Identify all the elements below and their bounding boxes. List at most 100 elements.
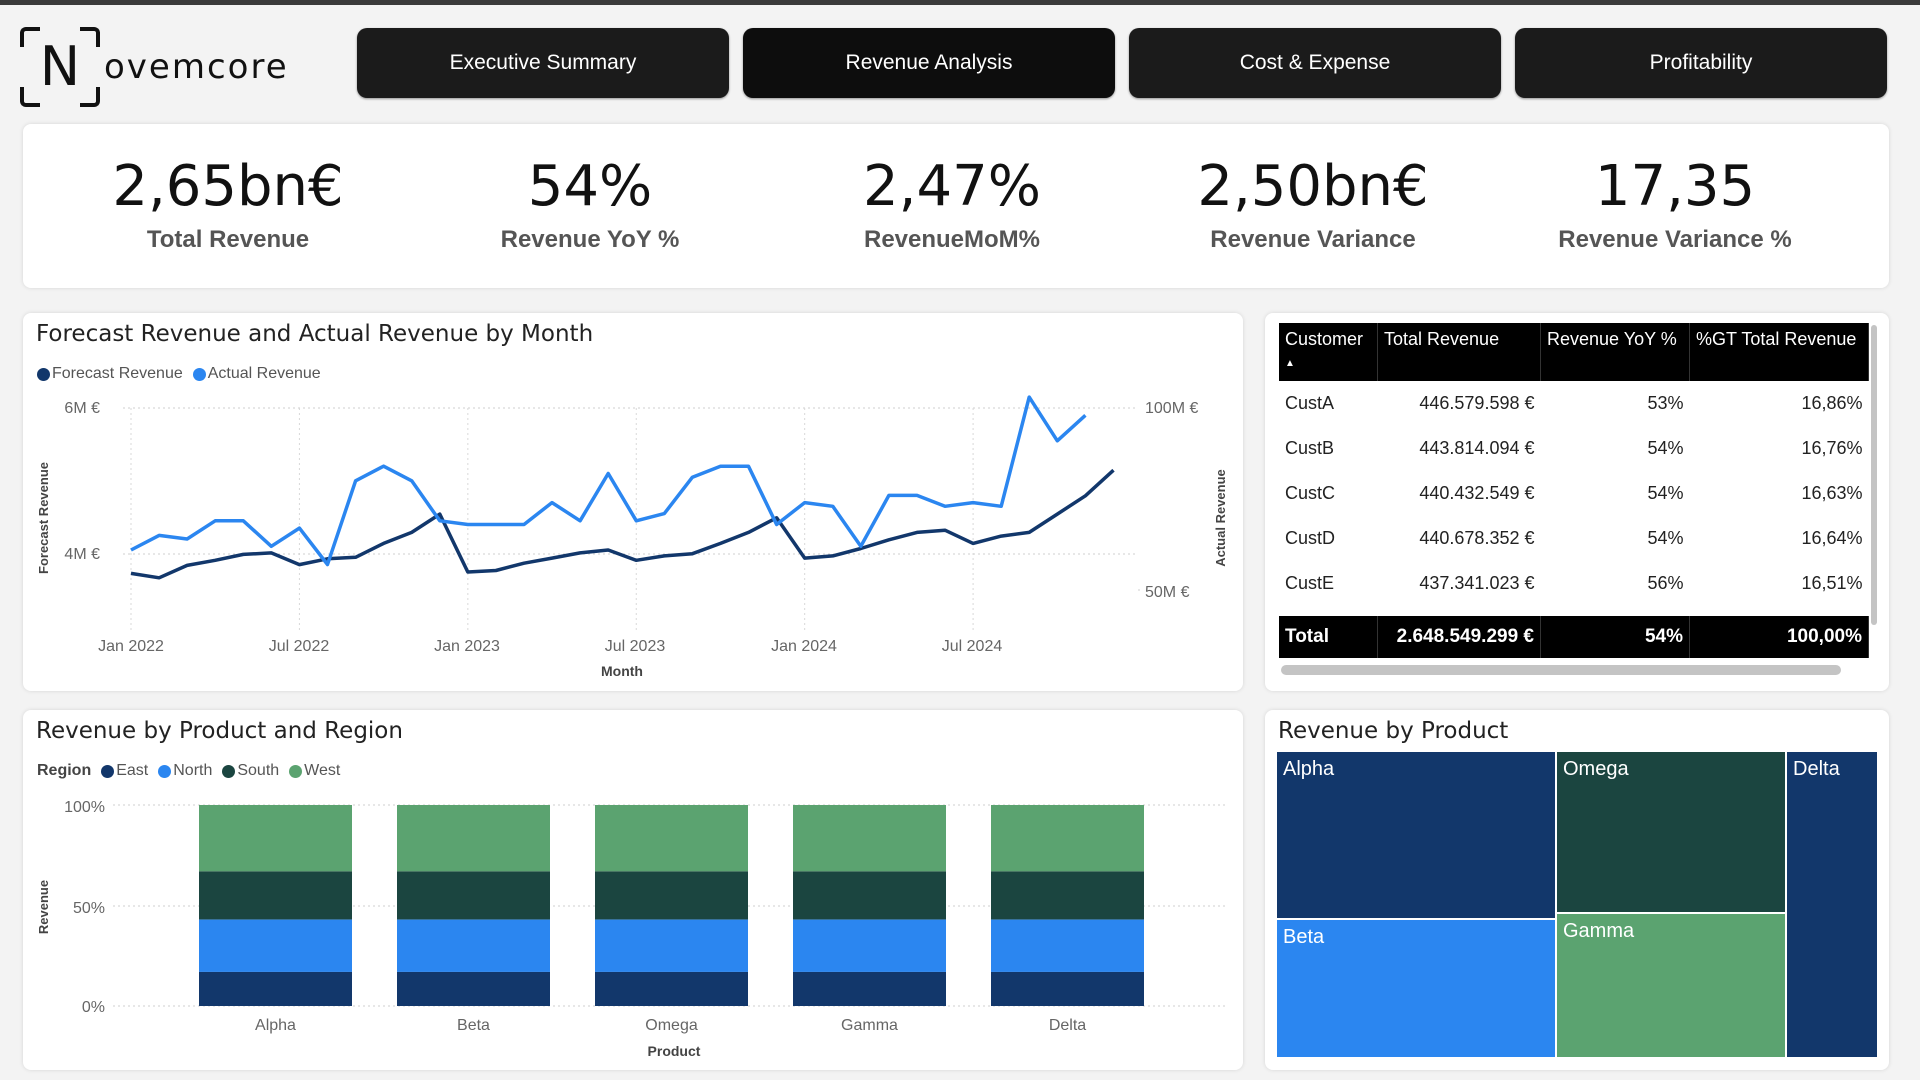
x-tick: Jan 2022 [98,638,164,655]
kpi-label: RevenueMoM% [863,226,1041,253]
nav-profitability-button[interactable]: Profitability [1515,28,1887,98]
legend-item-south[interactable]: South [222,762,279,780]
bar-chart-title: Revenue by Product and Region [36,718,403,744]
bar-segment-beta-east[interactable] [397,971,550,1006]
bar-chart-plot[interactable]: 100% 50% 0% Revenue Product Alpha Beta Ome… [23,710,1243,1070]
legend-dot-actual [192,367,206,381]
bar-segment-alpha-north[interactable] [199,919,352,972]
cell-customer: CustD [1285,528,1336,548]
kpi-value: 2,65bn€ [112,154,344,219]
header-revenue-yoy[interactable]: Revenue YoY % [1540,323,1690,381]
bar-segment-alpha-east[interactable] [199,971,352,1006]
x-tick: Jul 2022 [269,638,330,655]
kpi-value: 54% [527,154,653,219]
customer-table-card: Customer ▲ Total Revenue Revenue YoY % %G… [1265,313,1889,691]
legend-label: West [304,762,341,779]
y-left-tick: 6M € [64,400,100,417]
bar-segment-delta-north[interactable] [991,919,1144,972]
table-total-row: Total 2.648.549.299 € 54% 100,00% [1279,616,1869,658]
logo-mark-letter: N [39,35,81,98]
total-label: Total [1279,616,1378,658]
bar-segment-delta-east[interactable] [991,971,1144,1006]
cell-revenue-yoy: 53% [1647,393,1684,413]
legend-item-forecast[interactable]: Forecast Revenue [37,365,183,383]
legend-item-actual[interactable]: Actual Revenue [192,365,321,383]
bar-segment-beta-north[interactable] [397,919,550,972]
bar-segment-omega-north[interactable] [595,919,748,972]
x-tick-omega: Omega [645,1017,698,1034]
bar-chart-legend: Region East North South West [37,762,346,780]
cell-customer: CustC [1285,483,1336,503]
legend-item-north[interactable]: North [158,762,212,780]
bar-segment-alpha-west[interactable] [199,805,352,872]
bar-segment-beta-west[interactable] [397,805,550,872]
y-right-axis-label: Actual Revenue [1213,469,1228,567]
table-row[interactable]: CustE 437.341.023 € 56% 16,51% [1279,561,1869,606]
header-customer[interactable]: Customer ▲ [1279,323,1378,381]
x-tick: Jan 2024 [771,638,837,655]
bar-segment-omega-west[interactable] [595,805,748,872]
treemap-tile-gamma[interactable]: Gamma [1556,913,1786,1058]
cell-customer: CustE [1285,573,1335,593]
x-tick: Jul 2023 [605,638,666,655]
table-row[interactable]: CustC 440.432.549 € 54% 16,63% [1279,471,1869,516]
kpi-label: Revenue YoY % [500,226,680,253]
treemap-tile-alpha[interactable]: Alpha [1276,751,1556,919]
bar-segment-delta-south[interactable] [991,871,1144,920]
treemap-tile-beta[interactable]: Beta [1276,919,1556,1058]
cell-customer: CustA [1285,393,1335,413]
top-border [0,0,1920,5]
nav-cost-expense-button[interactable]: Cost & Expense [1129,28,1501,98]
customer-revenue-table: Customer ▲ Total Revenue Revenue YoY % %G… [1279,323,1869,658]
table-vertical-scrollbar[interactable] [1871,325,1877,625]
cell-gt-total-revenue: 16,63% [1801,483,1863,503]
bar-segment-beta-south[interactable] [397,871,550,920]
bar-segment-gamma-north[interactable] [793,919,946,972]
treemap-label: Alpha [1283,758,1335,780]
novemcore-logo: N ovemcore [20,24,289,110]
total-revenue-yoy: 54% [1540,616,1690,658]
bar-segment-omega-east[interactable] [595,971,748,1006]
kpi-value: 17,35 [1594,154,1756,219]
bar-segment-gamma-east[interactable] [793,971,946,1006]
cell-revenue-yoy: 54% [1647,528,1684,548]
actual-revenue-line[interactable] [130,395,1087,567]
bar-segment-gamma-south[interactable] [793,871,946,920]
header-label: Customer [1285,329,1364,349]
bar-segment-alpha-south[interactable] [199,871,352,920]
cell-gt-total-revenue: 16,64% [1801,528,1863,548]
legend-item-west[interactable]: West [289,762,340,780]
kpi-revenue-mom: 2,47% RevenueMoM% [802,152,1102,254]
header-total-revenue[interactable]: Total Revenue [1377,323,1541,381]
line-chart-plot[interactable]: 6M € 4M € 100M € 50M € Jan 2022 Jul 2022… [23,313,1243,691]
table-row[interactable]: CustA 446.579.598 € 53% 16,86% [1279,381,1869,426]
bar-segment-gamma-west[interactable] [793,805,946,872]
x-axis-label: Month [601,663,643,679]
forecast-revenue-line[interactable] [130,468,1115,580]
x-tick-gamma: Gamma [841,1017,898,1034]
cell-total-revenue: 443.814.094 € [1419,438,1535,458]
table-row[interactable]: CustD 440.678.352 € 54% 16,64% [1279,516,1869,561]
table-horizontal-scrollbar[interactable] [1281,665,1841,675]
legend-label: Forecast Revenue [52,365,183,382]
line-chart-legend: Forecast Revenue Actual Revenue [37,365,327,383]
treemap-tile-delta[interactable]: Delta [1786,751,1878,1058]
cell-total-revenue: 440.678.352 € [1419,528,1535,548]
y-left-axis-label: Forecast Revenue [36,462,51,574]
treemap-tile-omega[interactable]: Omega [1556,751,1786,913]
cell-revenue-yoy: 56% [1647,573,1684,593]
line-chart-gridlines [123,407,1143,631]
bar-segment-omega-south[interactable] [595,871,748,920]
nav-executive-summary-button[interactable]: Executive Summary [357,28,729,98]
x-tick-alpha: Alpha [255,1017,296,1034]
table-row[interactable]: CustB 443.814.094 € 54% 16,76% [1279,426,1869,471]
cell-revenue-yoy: 54% [1647,438,1684,458]
cell-gt-total-revenue: 16,51% [1801,573,1863,593]
kpi-card: 2,65bn€ Total Revenue 54% Revenue YoY % … [23,124,1889,288]
legend-dot-north [158,764,172,778]
kpi-revenue-variance: 2,50bn€ Revenue Variance [1163,152,1463,254]
header-gt-total-revenue[interactable]: %GT Total Revenue [1689,323,1869,381]
nav-revenue-analysis-button[interactable]: Revenue Analysis [743,28,1115,98]
legend-item-east[interactable]: East [101,762,148,780]
bar-segment-delta-west[interactable] [991,805,1144,872]
